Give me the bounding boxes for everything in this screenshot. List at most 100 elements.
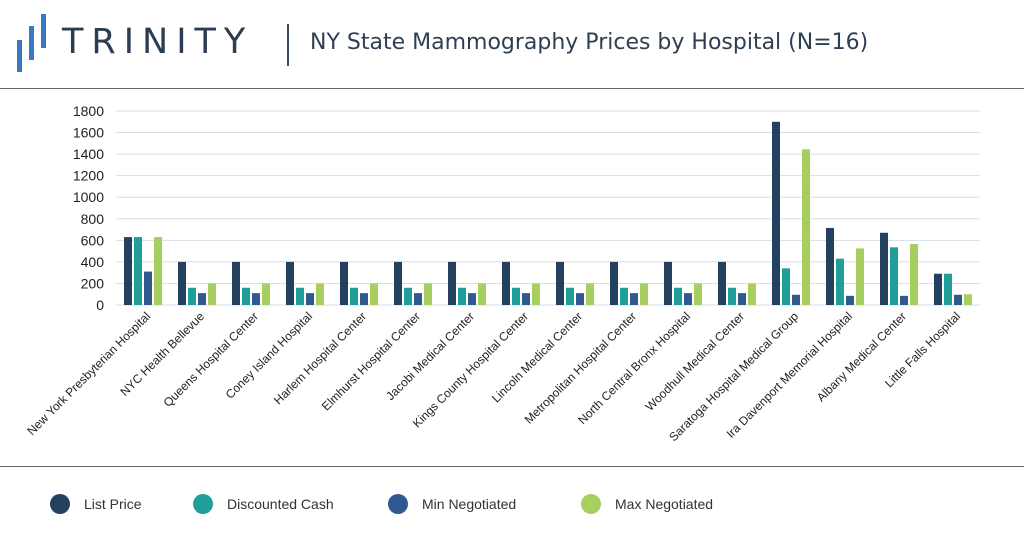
bar xyxy=(910,244,918,305)
bar xyxy=(458,287,466,305)
bar xyxy=(934,273,942,305)
bar xyxy=(772,121,780,306)
x-tick-label: Harlem Hospital Center xyxy=(271,309,369,407)
bar xyxy=(232,261,240,305)
bar xyxy=(198,293,206,305)
bar xyxy=(502,261,510,305)
bar xyxy=(360,293,368,305)
bar xyxy=(556,261,564,305)
legend-item-max-negotiated: Max Negotiated xyxy=(581,494,713,514)
bar xyxy=(478,283,486,305)
bar xyxy=(512,287,520,305)
bar xyxy=(880,232,888,305)
bar xyxy=(242,287,250,305)
legend-item-min-negotiated: Min Negotiated xyxy=(388,494,516,514)
bar xyxy=(208,283,216,305)
bar xyxy=(394,261,402,305)
legend-rule xyxy=(0,466,1024,467)
bar xyxy=(964,294,972,305)
y-tick-label: 1000 xyxy=(73,189,104,205)
bar xyxy=(468,293,476,305)
trinity-logo-icon xyxy=(17,14,46,72)
bar xyxy=(286,261,294,305)
bar xyxy=(316,283,324,305)
bar xyxy=(124,237,132,305)
x-tick-label: Jacobi Medical Center xyxy=(383,309,477,403)
legend-label: Discounted Cash xyxy=(227,496,334,512)
header-rule xyxy=(0,88,1024,89)
x-tick-label: Lincoln Medical Center xyxy=(489,309,585,405)
legend: List Price Discounted Cash Min Negotiate… xyxy=(0,470,1024,530)
y-tick-label: 600 xyxy=(81,232,105,248)
x-tick-label: Albany Medical Center xyxy=(814,309,909,404)
bar xyxy=(846,295,854,305)
bar xyxy=(674,287,682,305)
bar xyxy=(532,283,540,305)
x-tick-label: Elmhurst Hospital Center xyxy=(319,309,423,413)
x-tick-label: Woodhull Medical Center xyxy=(643,309,748,414)
x-tick-label: Metropolitan Hospital Center xyxy=(522,309,639,426)
x-tick-label: North Central Bronx Hospital xyxy=(575,309,693,427)
bar xyxy=(610,261,618,305)
x-tick-label: Kings County Hospital Center xyxy=(410,309,531,430)
y-tick-label: 200 xyxy=(81,275,105,291)
legend-label: Min Negotiated xyxy=(422,496,517,512)
bar xyxy=(576,293,584,305)
legend-label: List Price xyxy=(84,496,142,512)
legend-swatch xyxy=(50,494,70,514)
y-tick-label: 1800 xyxy=(73,103,104,119)
bar xyxy=(856,248,864,305)
bar xyxy=(522,293,530,305)
bar xyxy=(134,237,142,305)
bar xyxy=(954,294,962,305)
bar xyxy=(370,283,378,305)
bar xyxy=(188,287,196,305)
y-tick-label: 0 xyxy=(96,297,104,313)
page-title: NY State Mammography Prices by Hospital … xyxy=(310,30,869,55)
bar xyxy=(630,293,638,305)
header: TRINITY NY State Mammography Prices by H… xyxy=(0,0,1024,88)
bar xyxy=(404,287,412,305)
bar xyxy=(620,287,628,305)
x-tick-label: Queens Hospital Center xyxy=(161,309,261,409)
y-tick-label: 400 xyxy=(81,254,105,270)
bar xyxy=(836,258,844,305)
legend-item-discounted-cash: Discounted Cash xyxy=(193,494,334,514)
bar xyxy=(262,283,270,305)
bar xyxy=(890,247,898,305)
bar xyxy=(900,295,908,305)
bar xyxy=(694,283,702,305)
legend-label: Max Negotiated xyxy=(615,496,714,512)
legend-swatch xyxy=(388,494,408,514)
bar xyxy=(306,293,314,305)
bar xyxy=(340,261,348,305)
bar xyxy=(144,271,152,305)
y-tick-label: 1400 xyxy=(73,146,104,162)
bar xyxy=(792,294,800,305)
bar xyxy=(252,293,260,305)
legend-swatch xyxy=(581,494,601,514)
bar xyxy=(782,268,790,305)
bar xyxy=(944,273,952,305)
bar xyxy=(566,287,574,305)
bar xyxy=(718,261,726,305)
bar xyxy=(178,261,186,305)
y-tick-label: 1200 xyxy=(73,168,104,184)
bar xyxy=(424,283,432,305)
bar xyxy=(448,261,456,305)
bar xyxy=(154,237,162,305)
bar xyxy=(738,293,746,305)
bar xyxy=(586,283,594,305)
bar xyxy=(664,261,672,305)
y-tick-label: 800 xyxy=(81,211,105,227)
bar xyxy=(728,287,736,305)
header-divider xyxy=(287,24,289,66)
brand-logo-text: TRINITY xyxy=(62,22,254,62)
legend-item-list-price: List Price xyxy=(50,494,142,514)
bar xyxy=(296,287,304,305)
bar xyxy=(748,283,756,305)
legend-swatch xyxy=(193,494,213,514)
bar xyxy=(640,283,648,305)
bar xyxy=(350,287,358,305)
